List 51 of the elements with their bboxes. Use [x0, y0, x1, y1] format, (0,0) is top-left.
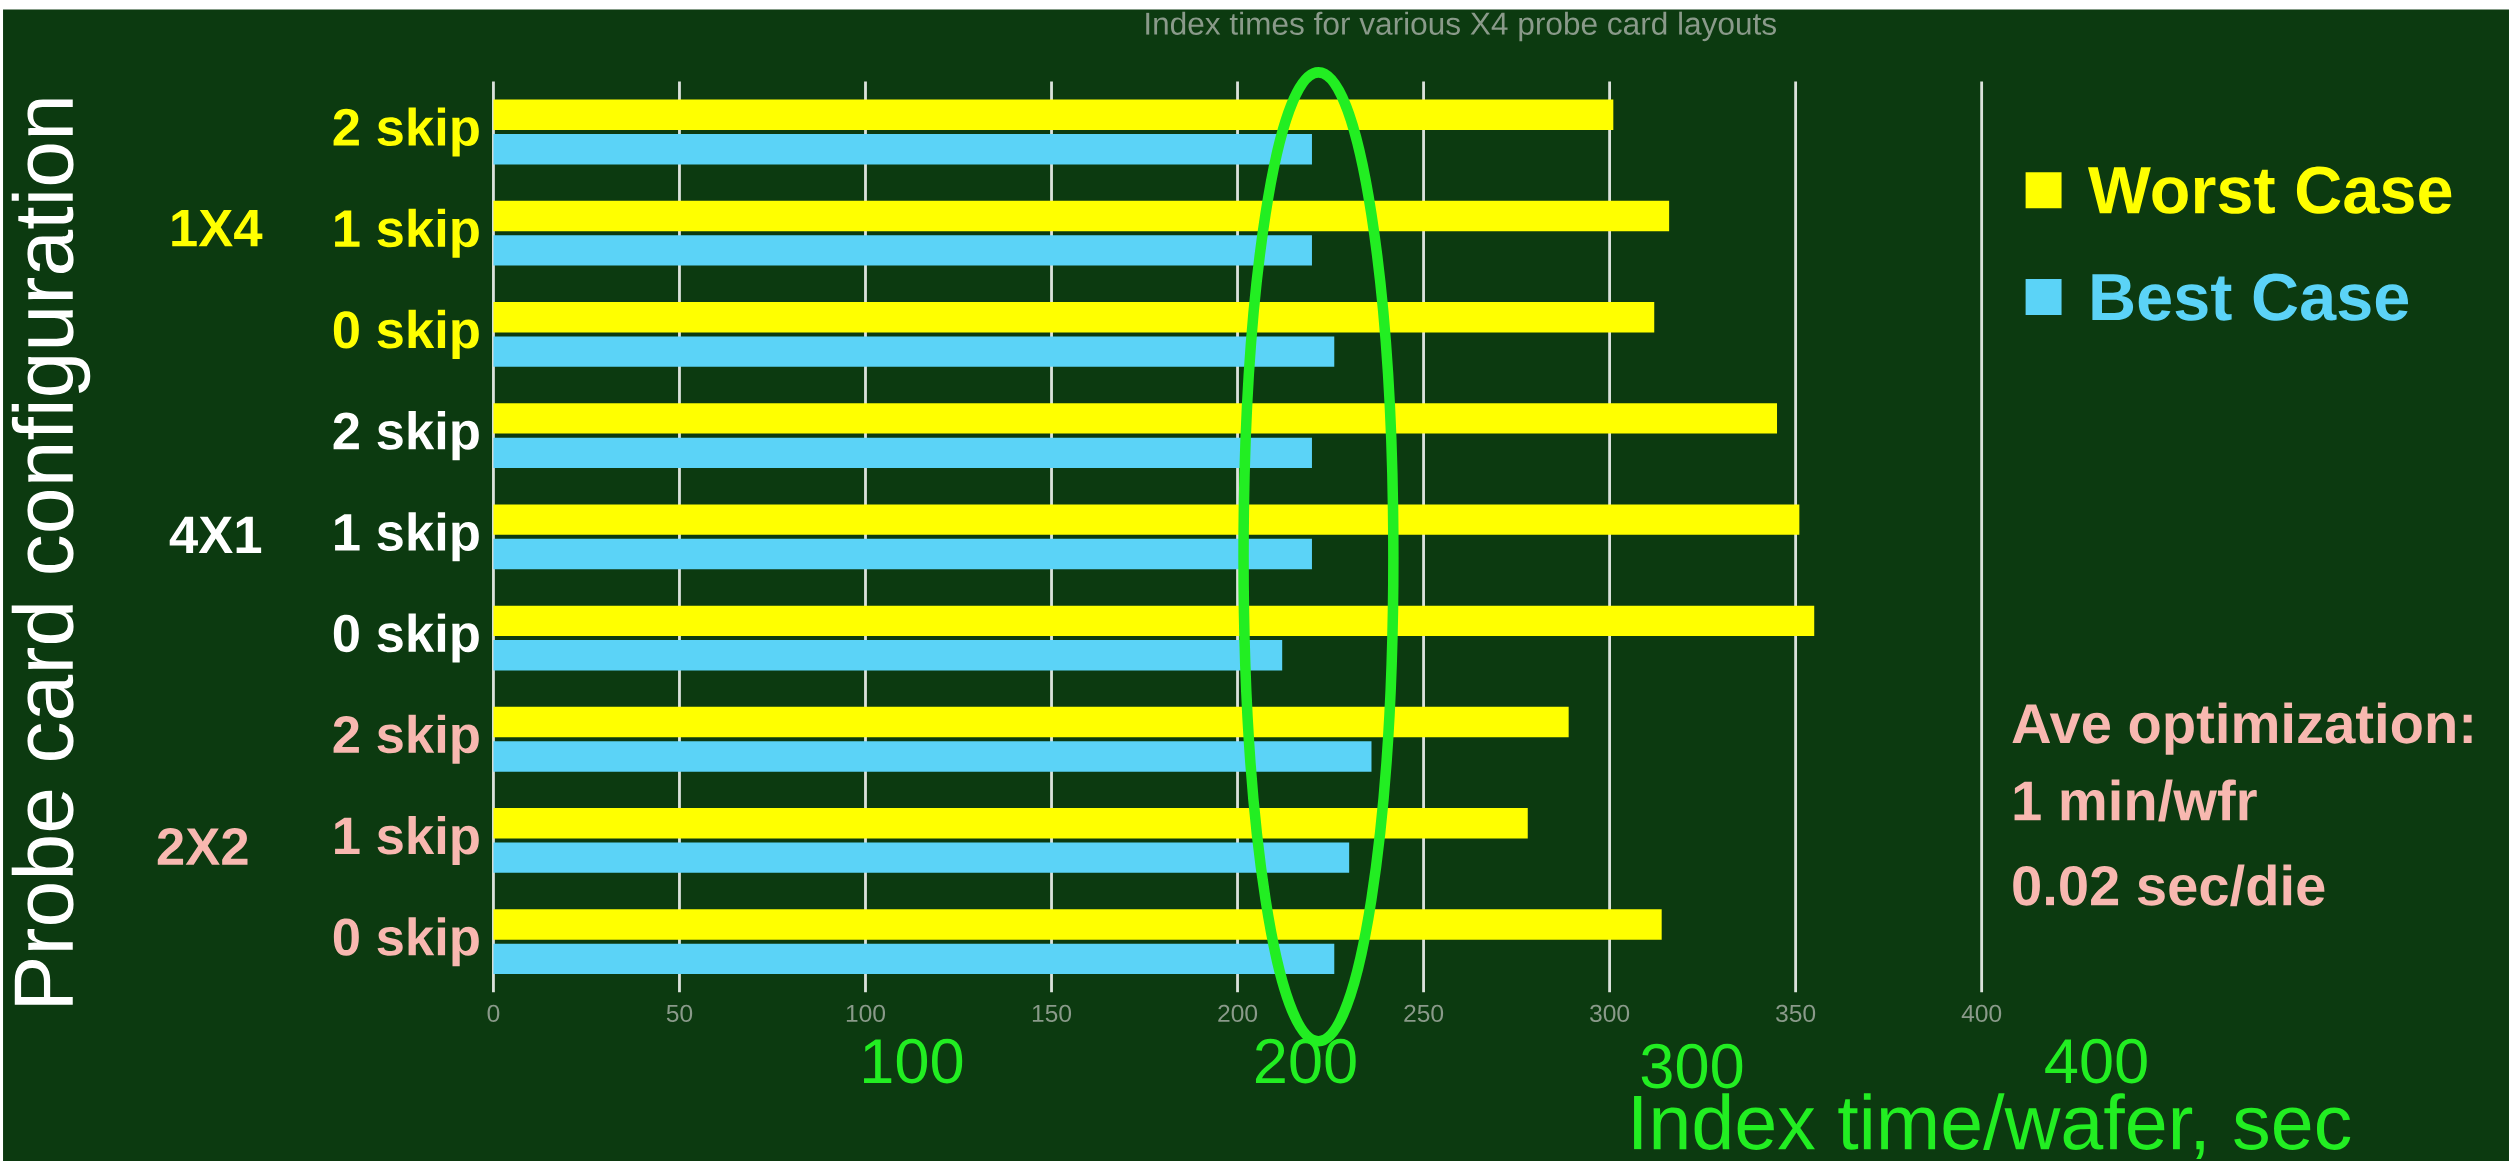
- bar: [493, 336, 1335, 367]
- bar: [493, 200, 1670, 232]
- bar: [493, 302, 1655, 333]
- x-tick-label: 250: [1404, 1004, 1444, 1023]
- text: 1 min/wfr: [2014, 779, 2257, 822]
- bar: [493, 504, 1800, 535]
- x-tick-label: 0: [487, 1004, 500, 1023]
- bar: [493, 134, 1312, 165]
- y-tick-label: 1 skip: [335, 512, 479, 562]
- bar: [493, 640, 1283, 671]
- x-tick-label: 100: [846, 1004, 886, 1023]
- x-tick-label: 150: [1032, 1004, 1072, 1023]
- y-tick-label: 1 skip: [335, 816, 479, 866]
- bar: [493, 605, 1815, 637]
- text: 2X2: [157, 828, 248, 865]
- y-tick-label: 2 skip: [333, 107, 479, 157]
- y-tick-label: 0 skip: [333, 310, 479, 360]
- bar: [493, 741, 1372, 772]
- x-axis-title: Index time/wafer, sec: [1634, 1093, 2351, 1160]
- bar: [493, 808, 1528, 839]
- bar: [493, 943, 1335, 975]
- chart-title: Index times for various X4 probe card layouts: [1146, 11, 1776, 42]
- bar: [493, 99, 1614, 131]
- bar: [493, 538, 1312, 570]
- x-tick-label: 400: [1961, 1004, 2002, 1023]
- x-tick-label: 300: [1590, 1004, 1630, 1023]
- text: 4X1: [169, 516, 262, 554]
- text: 0.02 sec/die: [2013, 864, 2325, 907]
- text: 1X4: [172, 210, 263, 247]
- bar: [493, 437, 1312, 469]
- legend-label: Worst Case: [2088, 166, 2452, 214]
- bar: [493, 707, 1569, 738]
- x-tick-label: 50: [666, 1004, 693, 1023]
- text: Ave optimization:: [2012, 702, 2472, 755]
- y-tick-label: 0 skip: [333, 917, 479, 967]
- y-tick-label: 1 skip: [335, 208, 479, 258]
- y-tick-label: 2 skip: [333, 714, 479, 764]
- bar: [493, 842, 1350, 873]
- bar: [493, 909, 1662, 940]
- y-tick-label: 0 skip: [333, 613, 479, 663]
- text: 400: [2045, 1038, 2147, 1084]
- x-tick-label: 350: [1776, 1004, 1816, 1023]
- text: 100: [864, 1038, 963, 1084]
- text: 300: [1641, 1043, 1743, 1089]
- legend-label: Best Case: [2092, 273, 2409, 321]
- bar: [493, 403, 1778, 434]
- bar: [493, 235, 1312, 266]
- x-tick-label: 200: [1218, 1004, 1258, 1023]
- y-axis-title: Probe card configuration: [11, 99, 91, 1005]
- y-tick-label: 2 skip: [333, 411, 479, 461]
- text: 200: [1255, 1038, 1356, 1084]
